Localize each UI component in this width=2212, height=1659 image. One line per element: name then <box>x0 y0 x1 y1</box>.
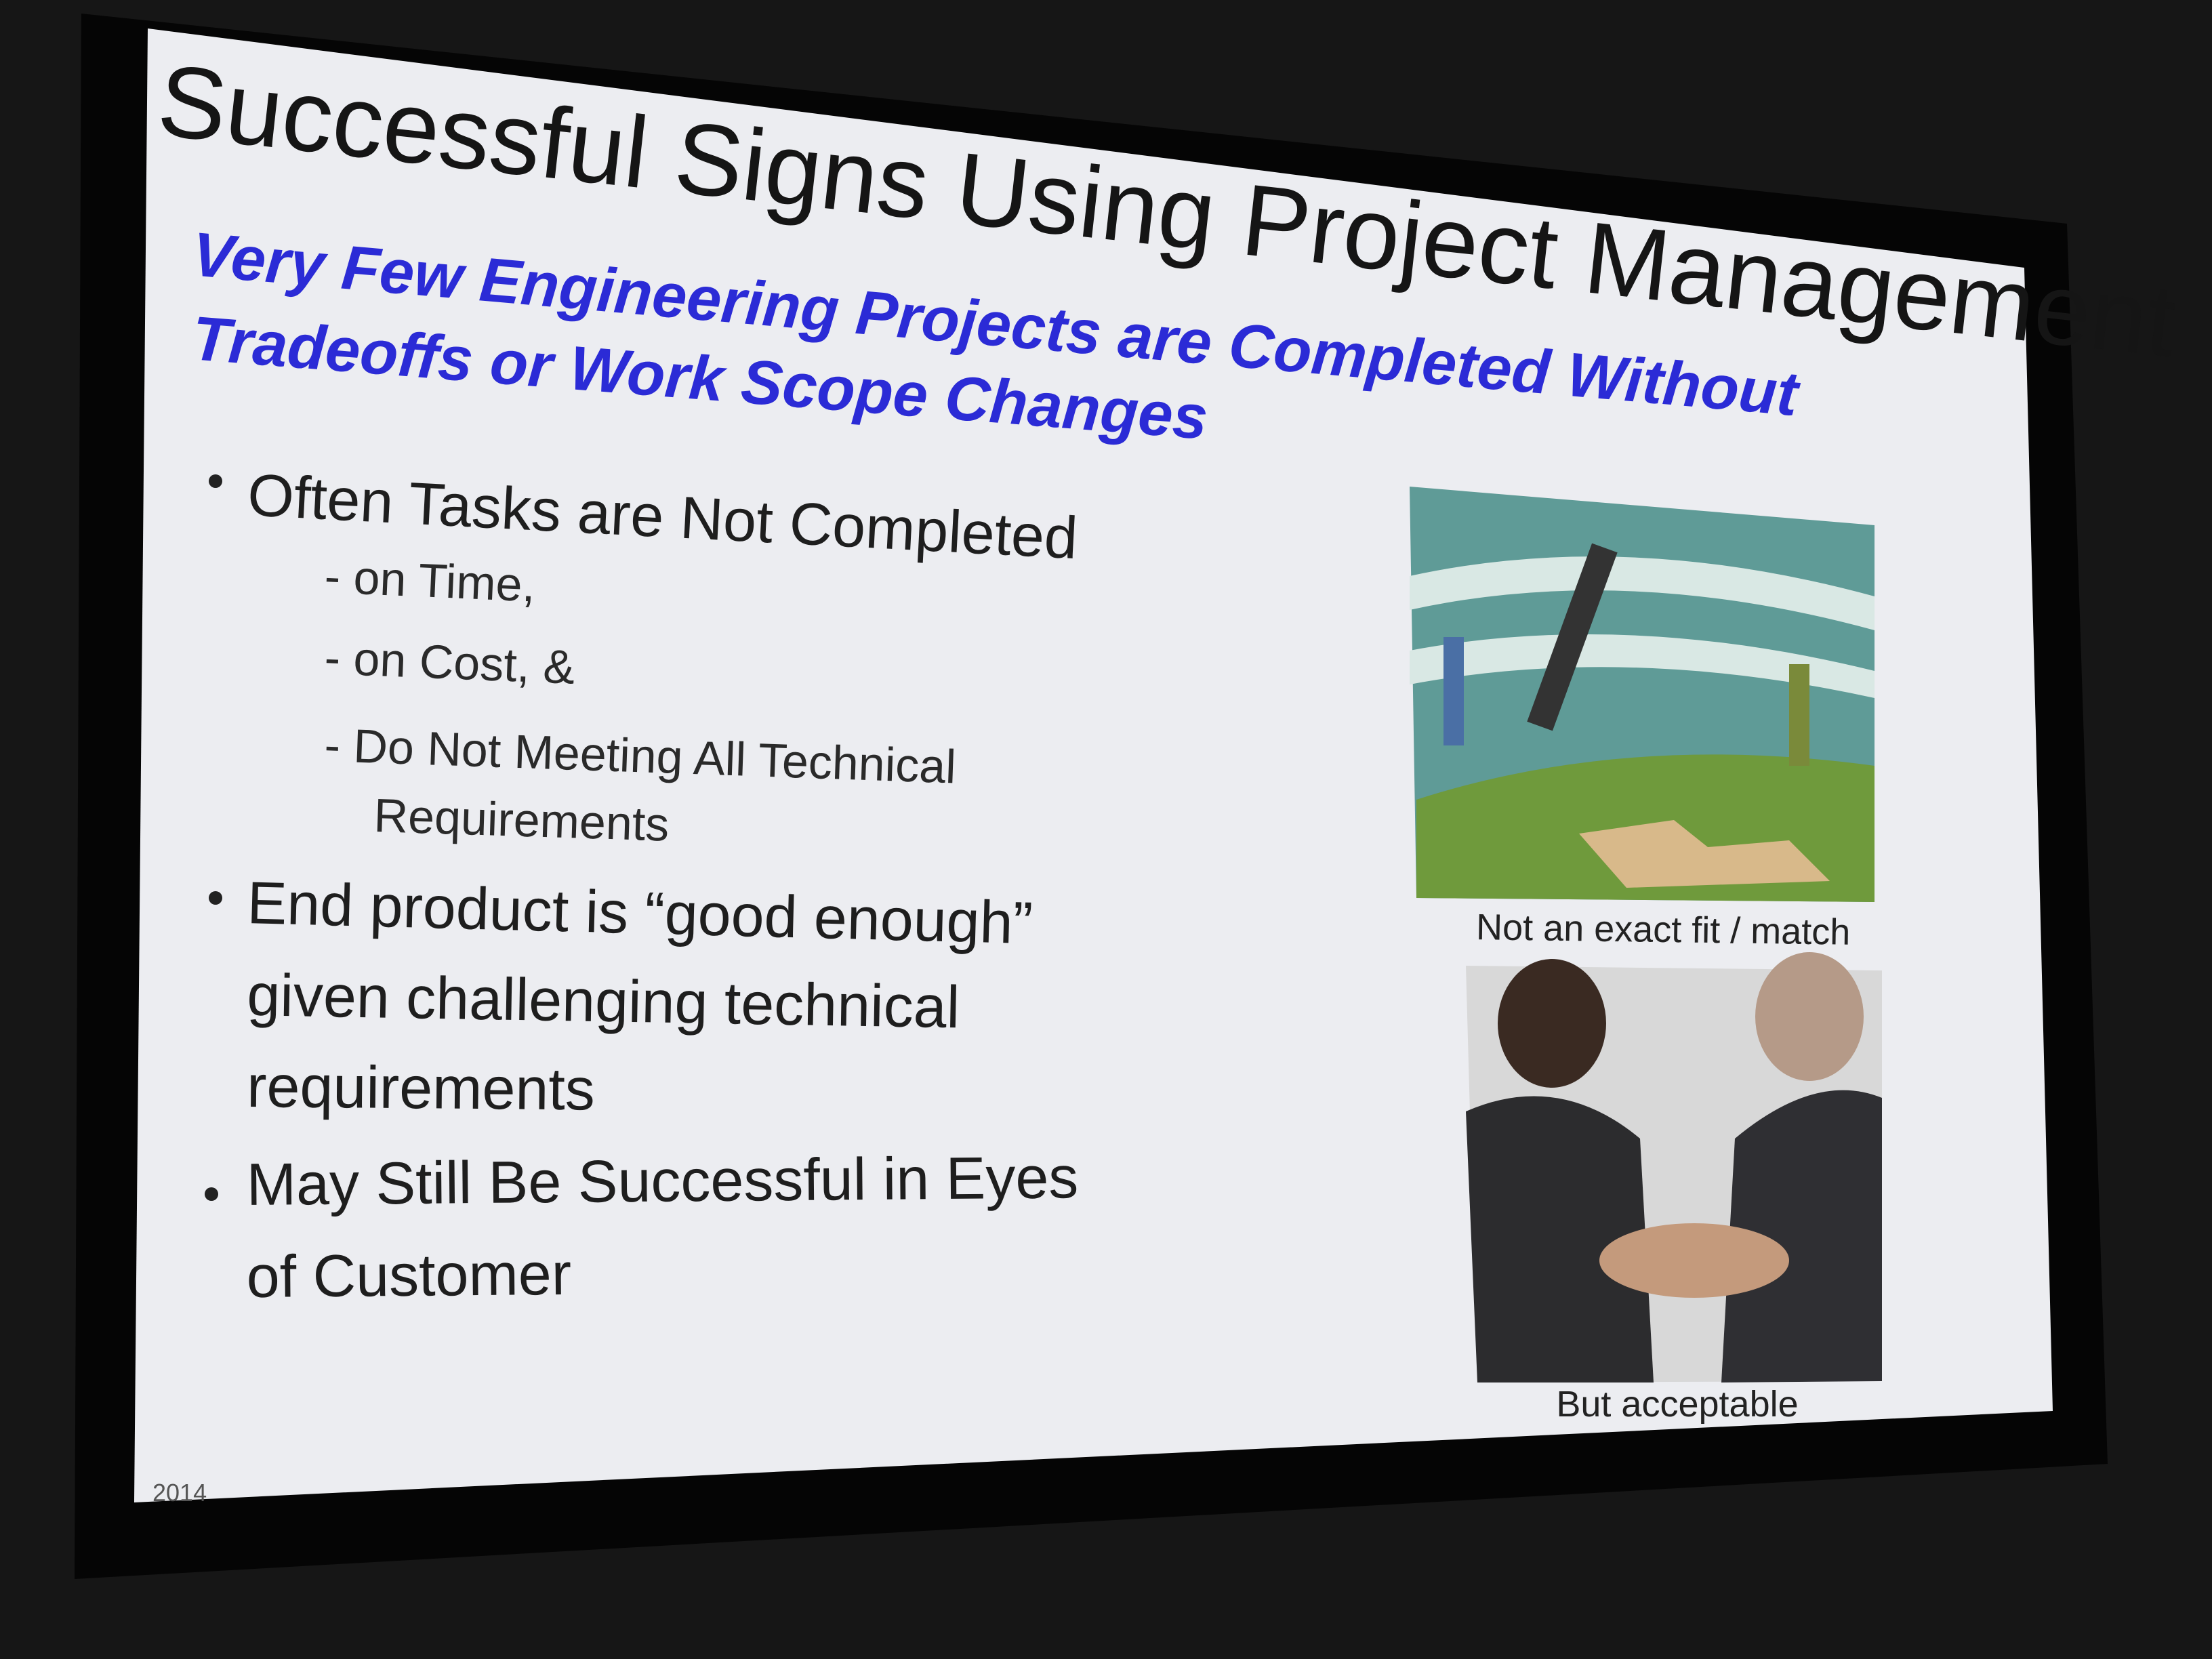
bullet-text: given challenging technical <box>247 961 960 1040</box>
sub-bullet: - on Time, <box>323 550 536 612</box>
image-caption: But acceptable <box>1556 1384 1798 1425</box>
sub-bullet: Requirements <box>373 789 670 851</box>
bullet-dot <box>209 474 222 488</box>
bullet-text: May Still Be Successful in Eyes <box>246 1143 1078 1218</box>
slide-footer: 2014 <box>152 1479 207 1507</box>
image-caption: Not an exact fit / match <box>1476 907 1851 953</box>
bullet-text: requirements <box>247 1052 595 1122</box>
bullet-dot <box>205 1187 218 1201</box>
bullet-text: of Customer <box>246 1240 571 1310</box>
bullet-dot <box>209 891 222 905</box>
puzzle-illustration <box>1410 487 1875 902</box>
sub-bullet: - on Cost, & <box>323 631 575 694</box>
handshake-photo <box>1466 952 1882 1382</box>
